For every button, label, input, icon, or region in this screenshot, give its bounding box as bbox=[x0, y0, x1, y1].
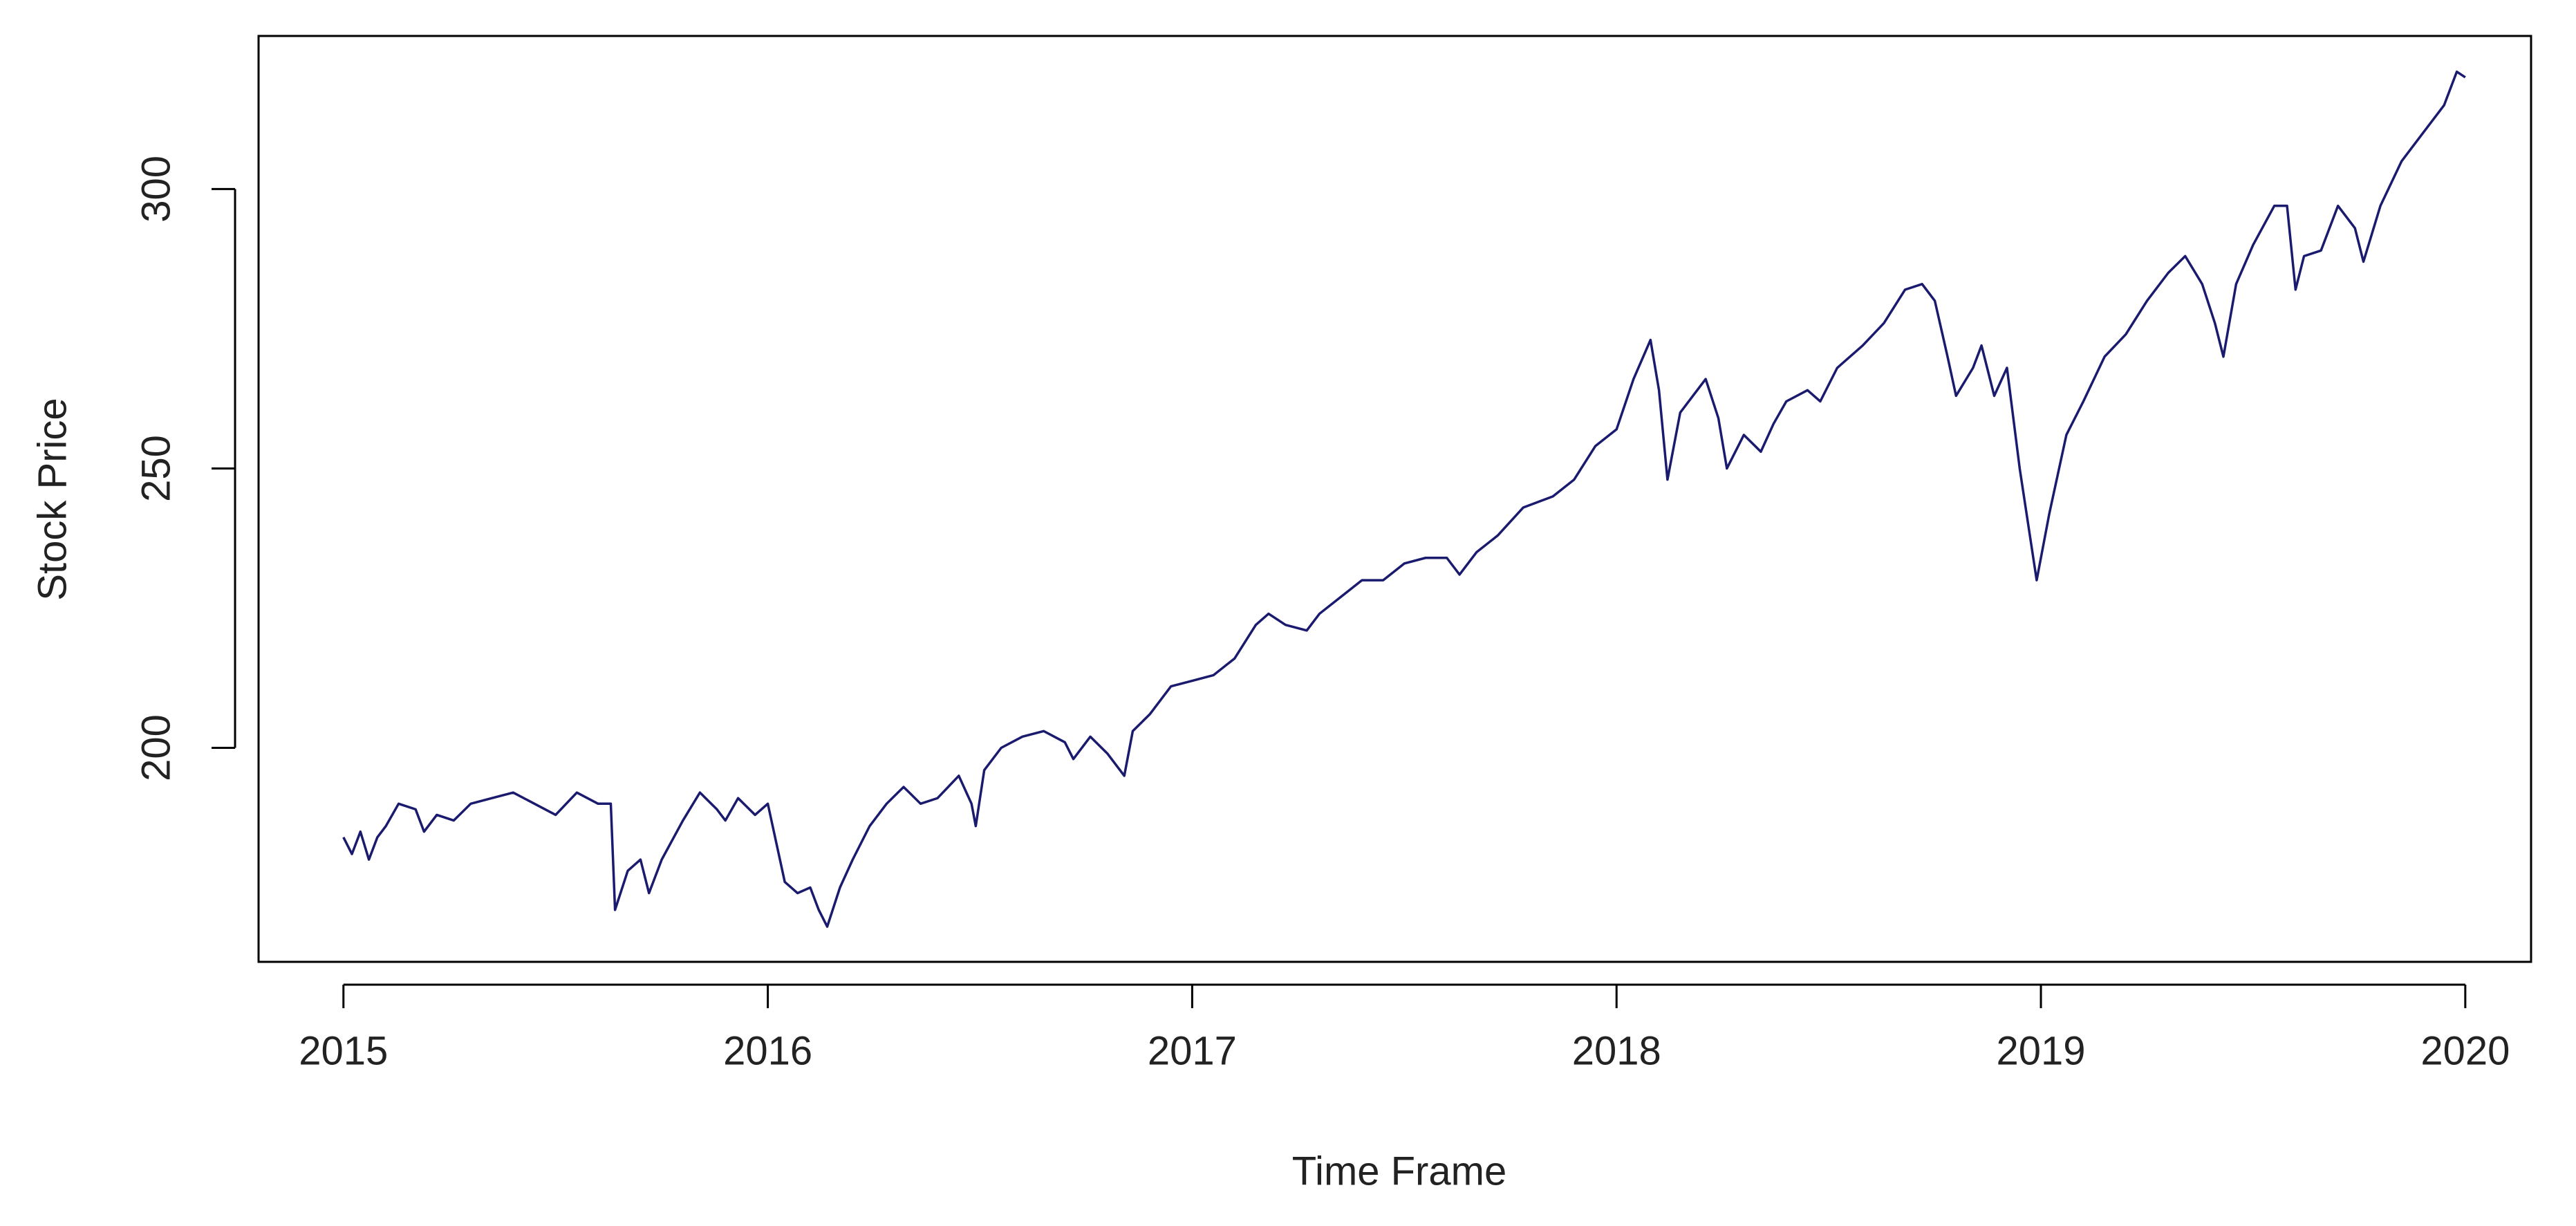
y-axis-label: Stock Price bbox=[30, 398, 75, 600]
x-axis-label: Time Frame bbox=[1292, 1149, 1506, 1194]
x-tick-label: 2015 bbox=[299, 1028, 388, 1073]
x-tick-label: 2017 bbox=[1148, 1028, 1237, 1073]
x-tick-label: 2019 bbox=[1997, 1028, 2086, 1073]
price-line bbox=[342, 70, 2466, 928]
plot-frame bbox=[257, 35, 2532, 963]
x-tick-label: 2016 bbox=[723, 1028, 812, 1073]
x-tick-label: 2018 bbox=[1572, 1028, 1661, 1073]
y-tick-label: 250 bbox=[133, 435, 178, 502]
y-tick-label: 200 bbox=[133, 714, 178, 781]
y-tick-label: 300 bbox=[133, 156, 178, 223]
x-tick-label: 2020 bbox=[2420, 1028, 2510, 1073]
